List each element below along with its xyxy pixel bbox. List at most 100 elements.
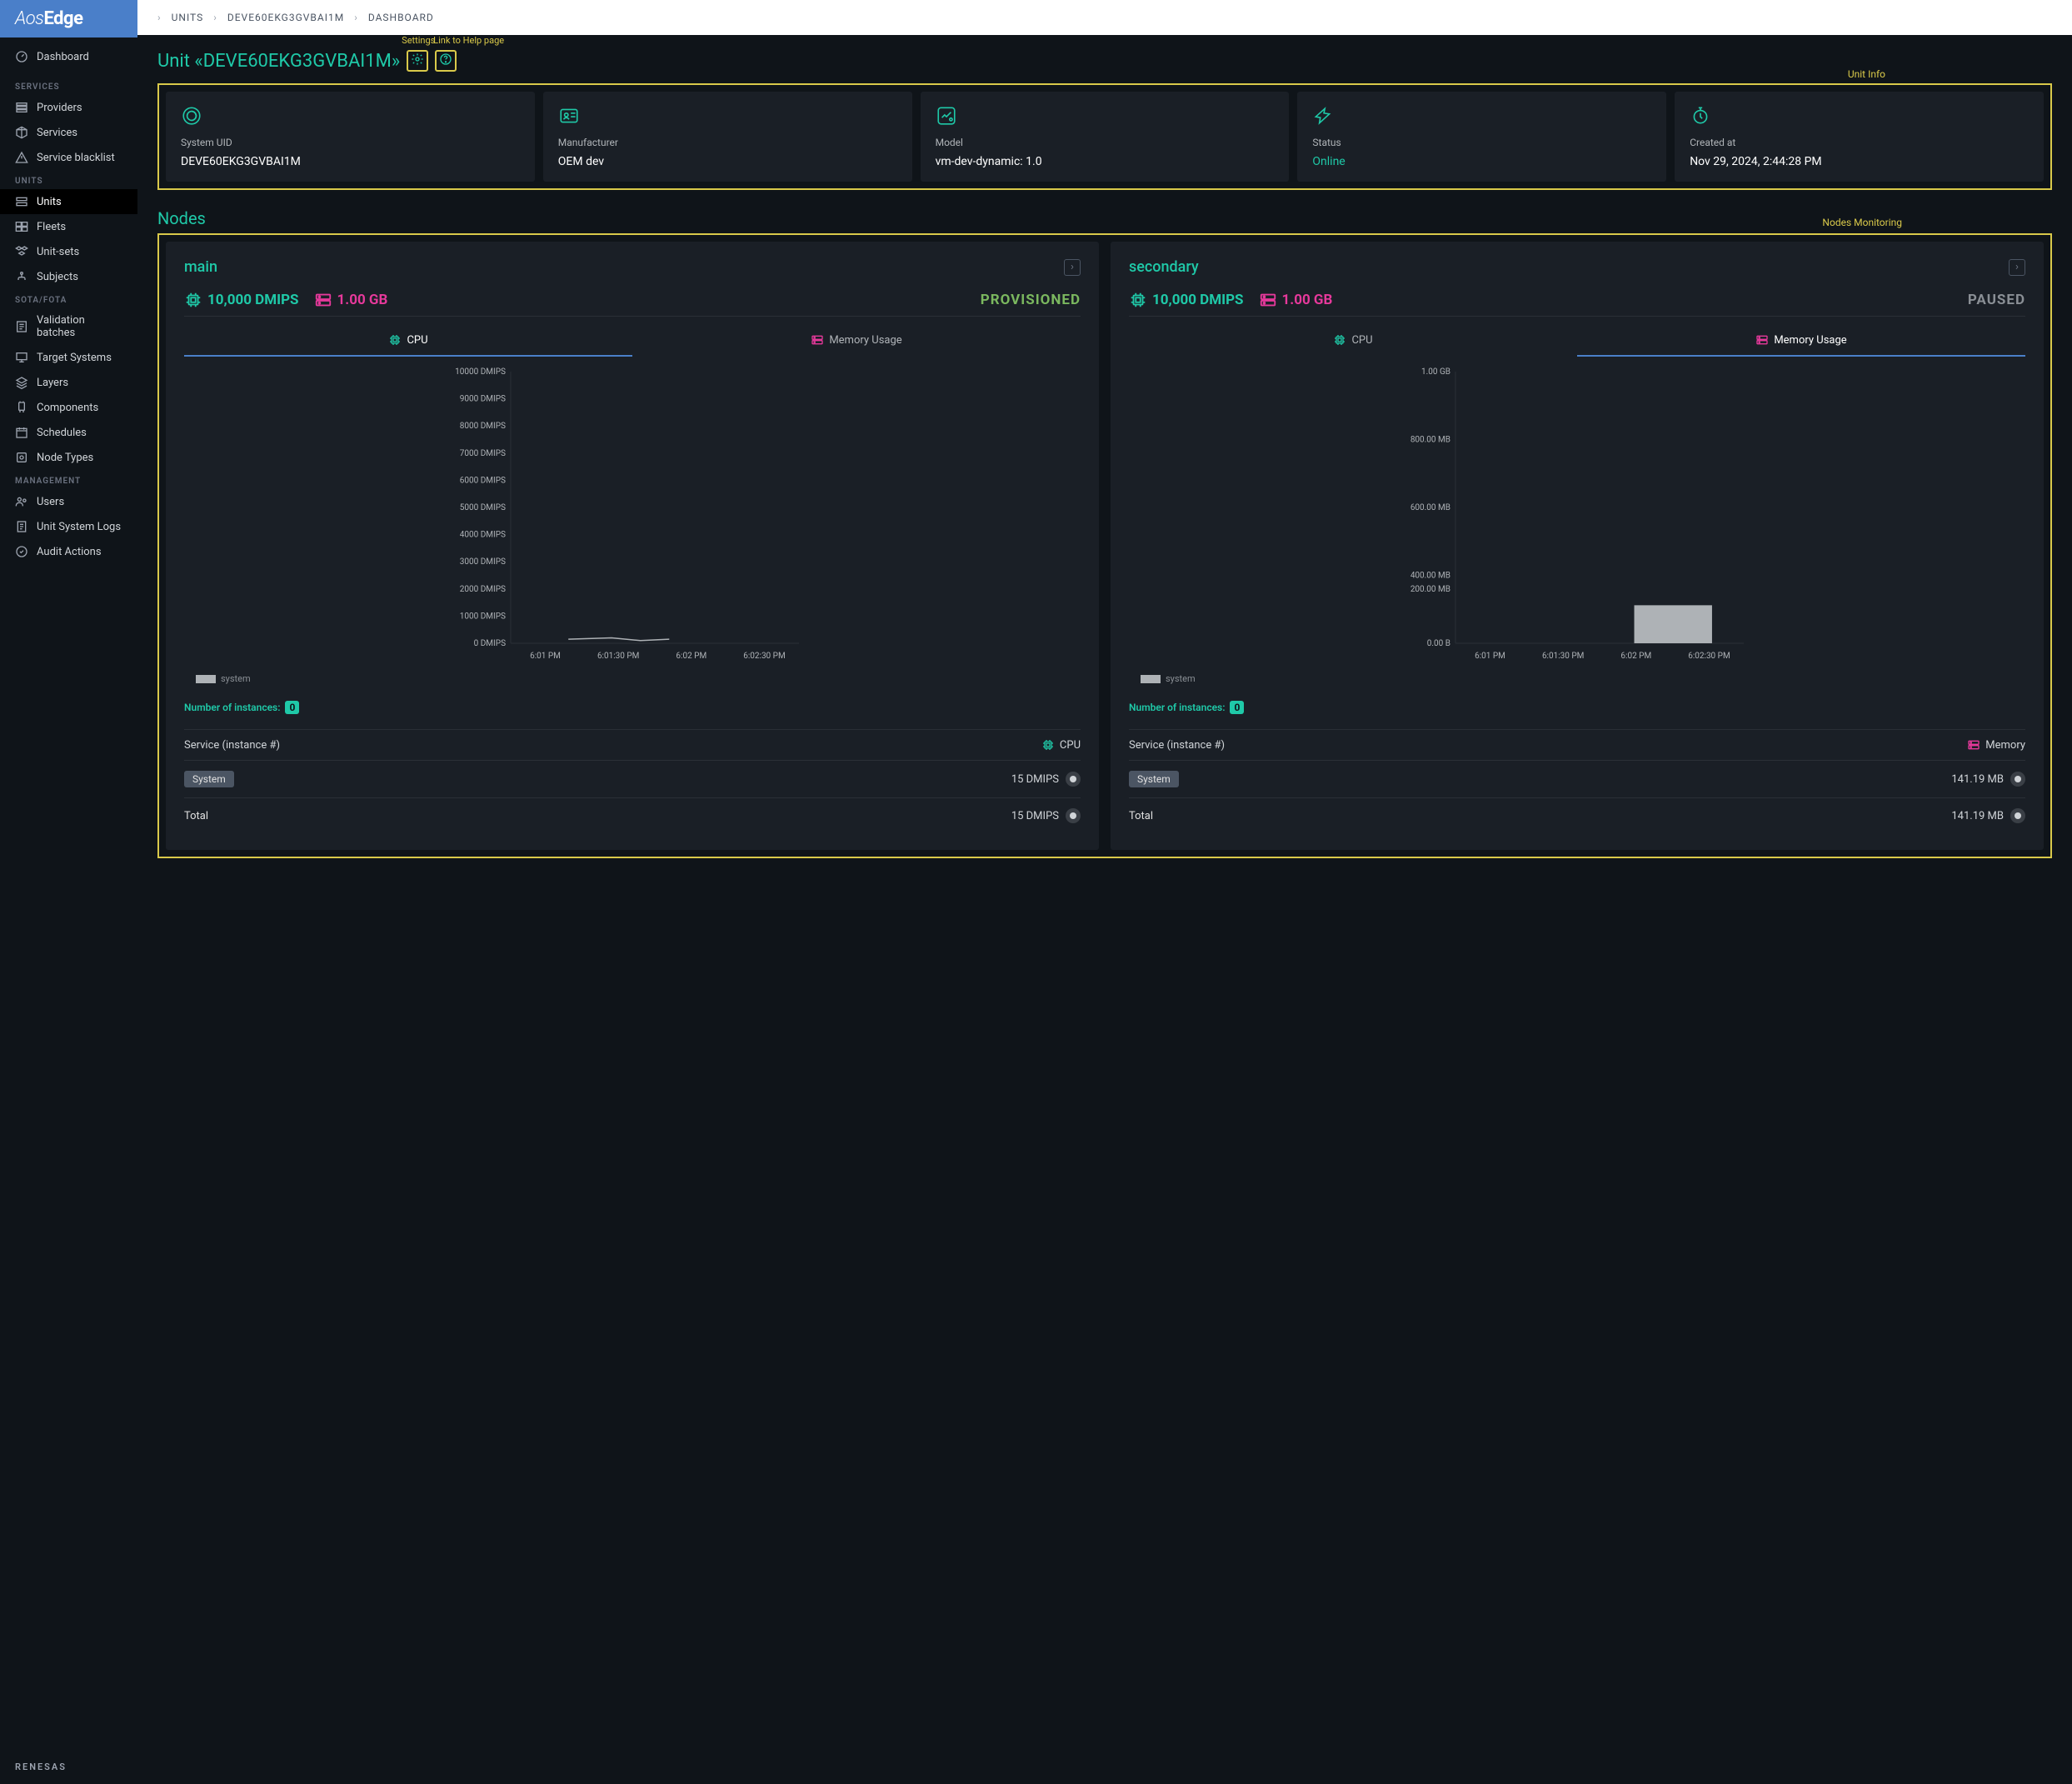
svg-text:1000 DMIPS: 1000 DMIPS: [460, 612, 506, 621]
sidebar-section-header: UNITS: [0, 170, 137, 189]
info-card-model: Model vm-dev-dynamic: 1.0: [921, 92, 1290, 182]
nav-icon: [15, 320, 28, 333]
service-row: Total 141.19 MB: [1129, 798, 2025, 833]
chart-tabs: CPU Memory Usage: [184, 325, 1081, 357]
info-card-label: Created at: [1690, 137, 2029, 148]
nav-icon: [15, 126, 28, 139]
svg-text:6:01 PM: 6:01 PM: [1475, 652, 1505, 661]
sidebar-item-providers[interactable]: Providers: [0, 95, 137, 120]
settings-button[interactable]: [407, 50, 428, 72]
sidebar-item-label: Users: [37, 496, 64, 508]
breadcrumb-item: DASHBOARD: [368, 12, 434, 23]
sidebar-item-node-types[interactable]: Node Types: [0, 445, 137, 470]
nav-icon: [15, 151, 28, 164]
info-card-label: Status: [1312, 137, 1651, 148]
service-label: Total: [1129, 810, 1153, 822]
sidebar-item-label: Units: [37, 196, 62, 208]
instances-count: Number of instances: 0: [1129, 701, 2025, 714]
svg-text:9000 DMIPS: 9000 DMIPS: [460, 395, 506, 404]
sidebar-item-units[interactable]: Units: [0, 189, 137, 214]
expand-button[interactable]: ›: [1064, 259, 1081, 276]
chart-area: 10000 DMIPS9000 DMIPS8000 DMIPS7000 DMIP…: [184, 363, 1081, 663]
sidebar-item-dashboard[interactable]: Dashboard: [0, 44, 137, 69]
tab-memory-usage[interactable]: Memory Usage: [1577, 325, 2025, 357]
sidebar-item-fleets[interactable]: Fleets: [0, 214, 137, 239]
info-card-icon: [1690, 105, 2029, 130]
annotation-label: Link to Help page: [433, 35, 504, 46]
node-card-main: main › 10,000 DMIPS 1.00 GB PROVISIONED …: [166, 242, 1099, 850]
help-button[interactable]: [435, 50, 457, 72]
info-card-icon: [936, 105, 1275, 130]
sidebar-item-label: Service blacklist: [37, 152, 115, 164]
tab-cpu[interactable]: CPU: [1129, 325, 1577, 357]
sidebar-item-users[interactable]: Users: [0, 489, 137, 514]
svg-text:6:02 PM: 6:02 PM: [1620, 652, 1651, 661]
svg-text:8000 DMIPS: 8000 DMIPS: [460, 422, 506, 431]
sidebar-item-audit-actions[interactable]: Audit Actions: [0, 539, 137, 564]
expand-button[interactable]: ›: [2009, 259, 2025, 276]
tab-memory-usage[interactable]: Memory Usage: [632, 325, 1081, 357]
gear-icon: [411, 52, 424, 69]
sidebar-item-label: Subjects: [37, 271, 78, 283]
sidebar-item-unit-sets[interactable]: Unit-sets: [0, 239, 137, 264]
tab-label: CPU: [407, 334, 427, 347]
info-card-manufacturer: Manufacturer OEM dev: [543, 92, 912, 182]
tab-cpu[interactable]: CPU: [184, 325, 632, 357]
nav-icon: [15, 101, 28, 114]
node-name: main: [184, 258, 217, 276]
svg-text:2000 DMIPS: 2000 DMIPS: [460, 585, 506, 594]
sidebar-section-header: SOTA/FOTA: [0, 289, 137, 308]
status-dot-icon: [2010, 808, 2025, 823]
node-status: PROVISIONED: [981, 292, 1081, 308]
chart-tabs: CPU Memory Usage: [1129, 325, 2025, 357]
sidebar-item-service-blacklist[interactable]: Service blacklist: [0, 145, 137, 170]
service-value: 141.19 MB: [1951, 808, 2025, 823]
tab-label: CPU: [1351, 334, 1372, 347]
main-area: › UNITS › DEVE60EKG3GVBAI1M › DASHBOARD …: [137, 0, 2072, 1784]
svg-text:400.00 MB: 400.00 MB: [1410, 572, 1450, 581]
chevron-right-icon: ›: [2015, 261, 2019, 273]
nav-icon: [15, 495, 28, 508]
sidebar-item-label: Unit-sets: [37, 246, 79, 258]
breadcrumb: › UNITS › DEVE60EKG3GVBAI1M › DASHBOARD: [137, 0, 2072, 35]
sidebar-item-label: Providers: [37, 102, 82, 114]
sidebar-item-label: Dashboard: [37, 51, 89, 63]
svg-text:10000 DMIPS: 10000 DMIPS: [455, 367, 506, 377]
svg-text:6000 DMIPS: 6000 DMIPS: [460, 476, 506, 485]
sidebar-item-label: Fleets: [37, 221, 66, 233]
info-card-label: Manufacturer: [558, 137, 897, 148]
question-icon: [439, 52, 452, 69]
sidebar-item-subjects[interactable]: Subjects: [0, 264, 137, 289]
sidebar-item-components[interactable]: Components: [0, 395, 137, 420]
info-card-label: System UID: [181, 137, 520, 148]
nav-icon: [15, 545, 28, 558]
annotation-label: Unit Info: [1848, 68, 1885, 80]
info-card-value: vm-dev-dynamic: 1.0: [936, 155, 1275, 168]
sidebar-item-label: Target Systems: [37, 352, 112, 364]
sidebar-item-label: Unit System Logs: [37, 521, 121, 533]
svg-text:3000 DMIPS: 3000 DMIPS: [460, 557, 506, 567]
sidebar-item-layers[interactable]: Layers: [0, 370, 137, 395]
sidebar: AosEdge Dashboard SERVICESProvidersServi…: [0, 0, 137, 1784]
breadcrumb-item[interactable]: DEVE60EKG3GVBAI1M: [227, 12, 344, 23]
chart-area: 1.00 GB800.00 MB600.00 MB400.00 MB0.00 B…: [1129, 363, 2025, 663]
nav-icon: [15, 220, 28, 233]
sidebar-item-unit-system-logs[interactable]: Unit System Logs: [0, 514, 137, 539]
svg-text:0 DMIPS: 0 DMIPS: [474, 639, 506, 648]
breadcrumb-item[interactable]: UNITS: [172, 12, 204, 23]
sidebar-item-services[interactable]: Services: [0, 120, 137, 145]
sidebar-item-schedules[interactable]: Schedules: [0, 420, 137, 445]
svg-text:4000 DMIPS: 4000 DMIPS: [460, 531, 506, 540]
sidebar-item-target-systems[interactable]: Target Systems: [0, 345, 137, 370]
node-status: PAUSED: [1968, 292, 2025, 308]
info-card-status: Status Online: [1297, 92, 1666, 182]
nav-icon: [15, 351, 28, 364]
brand-logo: AosEdge: [0, 0, 137, 37]
service-value: 15 DMIPS: [1011, 772, 1081, 787]
tab-label: Memory Usage: [829, 334, 901, 347]
chevron-right-icon: ›: [1071, 261, 1074, 273]
sidebar-item-validation-batches[interactable]: Validation batches: [0, 308, 137, 345]
unit-info-section: System UID DEVE60EKG3GVBAI1M Manufacture…: [157, 83, 2052, 190]
annotation-label: Settings: [402, 35, 435, 46]
svg-text:6:01:30 PM: 6:01:30 PM: [597, 652, 639, 661]
